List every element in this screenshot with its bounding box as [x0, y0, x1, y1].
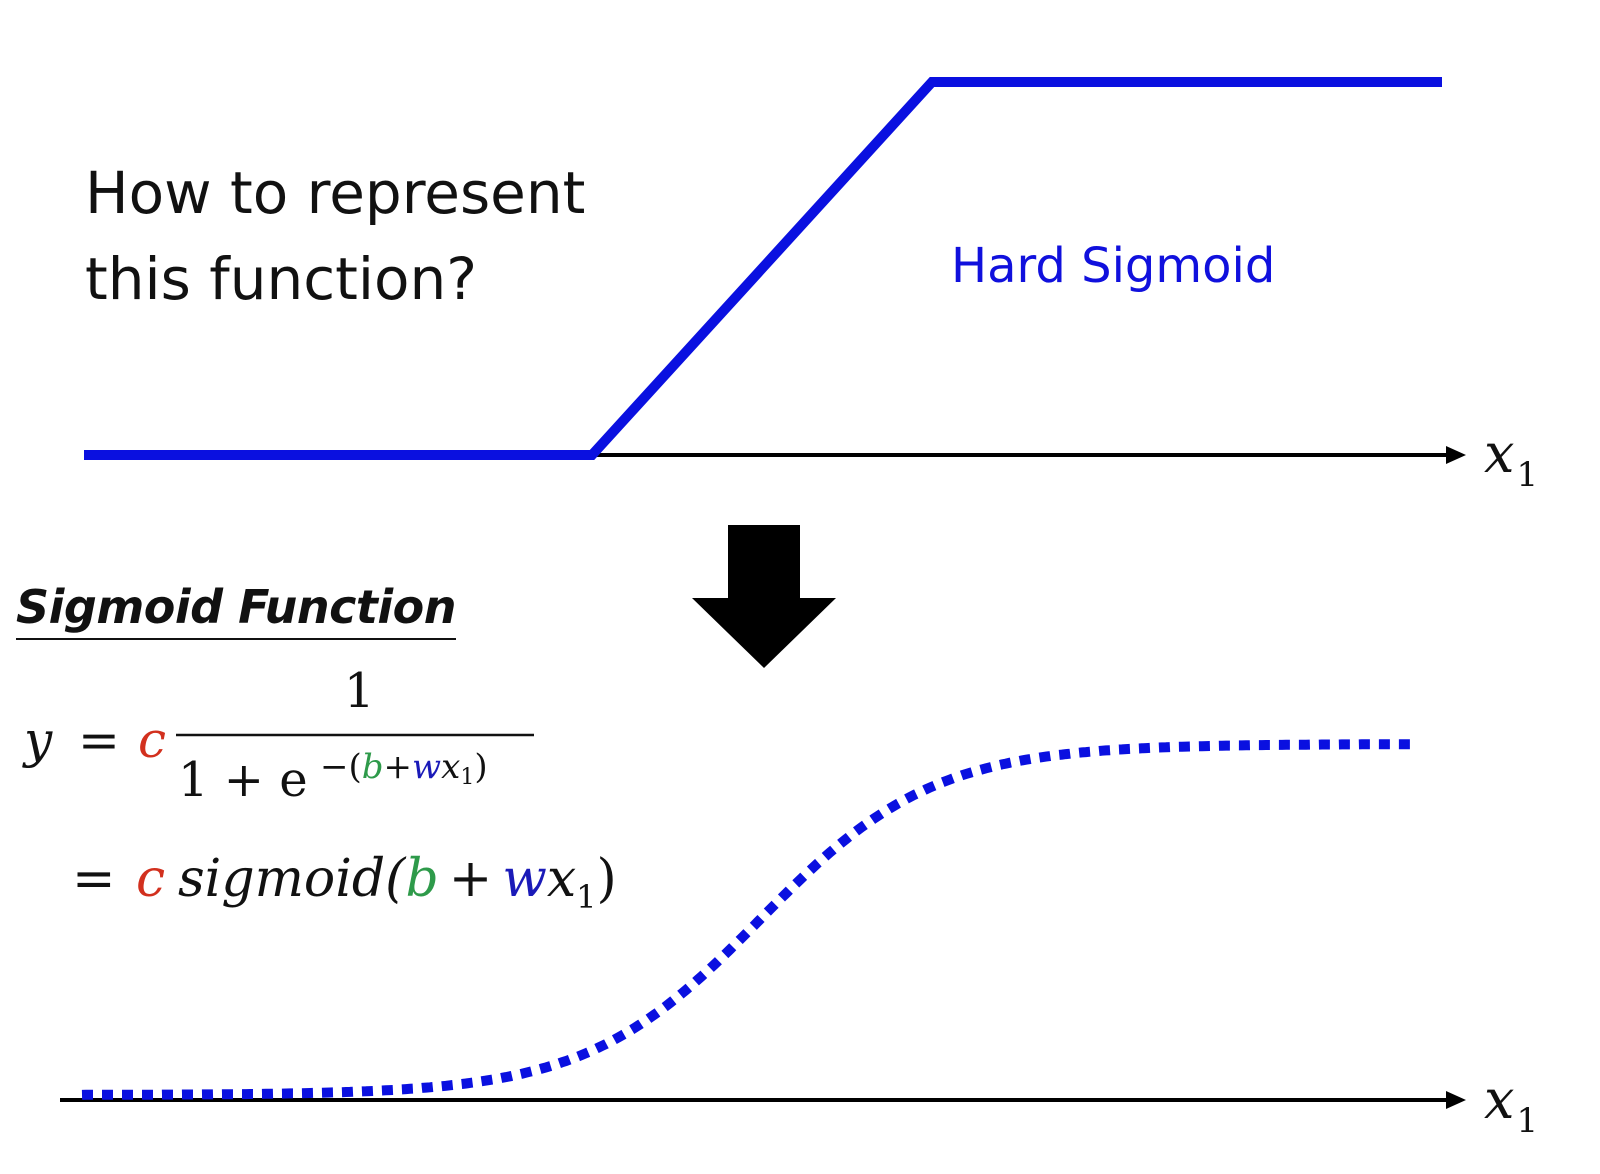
top-axis-label: x1	[1484, 422, 1538, 495]
sigmoid-curve	[81, 739, 1410, 1100]
formula-exponent: −(b+wx1)	[320, 747, 488, 790]
formula-c: c	[138, 711, 166, 769]
hard-sigmoid-curve	[84, 77, 1442, 460]
sigmoid-formula-line-2: = c sigmoid(b + wx1)	[72, 849, 617, 916]
formula-denominator: 1 + e	[178, 752, 308, 808]
bottom-axis-arrowhead	[1446, 1091, 1466, 1109]
formula-numerator: 1	[344, 663, 375, 719]
formula-equals: =	[78, 711, 120, 769]
question-line-2: this function?	[85, 245, 477, 313]
question-line-1: How to represent	[85, 159, 586, 227]
sigmoid-formula: y = c 1 1 + e −(b+wx1)	[22, 663, 534, 808]
sigmoid-function-heading: Sigmoid Function	[16, 580, 456, 640]
svg-text:=: =	[72, 849, 116, 909]
down-arrow-icon	[692, 525, 836, 668]
bottom-axis-label: x1	[1484, 1068, 1538, 1141]
svg-text:c: c	[136, 849, 165, 909]
top-axis-arrowhead	[1446, 446, 1466, 464]
question-text: How to represent this function?	[85, 150, 585, 322]
svg-text:sigmoid(b+wx1): sigmoid(b + wx1)	[178, 849, 617, 916]
hard-sigmoid-label: Hard Sigmoid	[951, 238, 1276, 294]
formula-y: y	[22, 711, 53, 769]
